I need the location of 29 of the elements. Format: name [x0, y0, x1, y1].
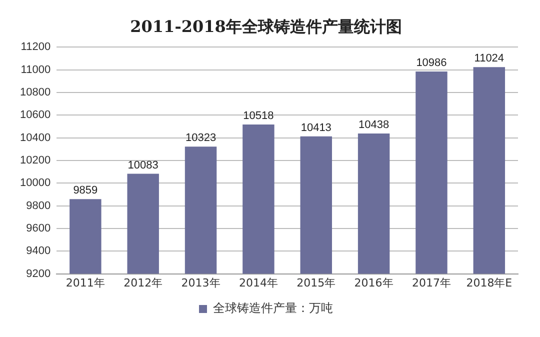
data-label: 10986	[416, 56, 447, 69]
data-label: 10438	[358, 119, 390, 132]
x-tick-label: 2015年	[296, 276, 336, 290]
data-label: 10413	[300, 122, 332, 134]
y-tick-label: 9400	[26, 245, 51, 258]
x-tick-label: 2013年	[181, 276, 220, 290]
x-tick-label: 2016年	[354, 276, 394, 290]
x-tick-label: 2012年	[124, 276, 163, 290]
data-label: 10518	[243, 110, 274, 122]
y-tick-label: 11000	[20, 64, 51, 76]
x-tick-label: 2017年	[412, 276, 451, 290]
y-tick-label: 10600	[20, 109, 51, 122]
y-tick-label: 10000	[20, 177, 51, 190]
y-tick-label: 9600	[26, 222, 51, 235]
y-tick-label: 11200	[20, 41, 51, 54]
data-label: 10323	[185, 132, 216, 144]
y-tick-label: 10200	[20, 154, 51, 167]
data-label: 9859	[73, 184, 98, 197]
y-tick-label: 9200	[26, 268, 51, 280]
data-label: 11024	[474, 52, 504, 65]
chart-title: 2011-2018年全球铸造件产量统计图	[130, 16, 402, 36]
legend-label: 全球铸造件产量：万吨	[213, 301, 333, 316]
y-tick-label: 10800	[20, 86, 51, 99]
y-tick-label: 10400	[20, 132, 51, 144]
x-tick-label: 2011年	[66, 276, 105, 290]
x-tick-label: 2018年E	[466, 276, 512, 290]
y-tick-label: 9800	[26, 200, 51, 212]
data-label: 10083	[128, 159, 158, 172]
x-tick-label: 2014年	[238, 276, 278, 290]
